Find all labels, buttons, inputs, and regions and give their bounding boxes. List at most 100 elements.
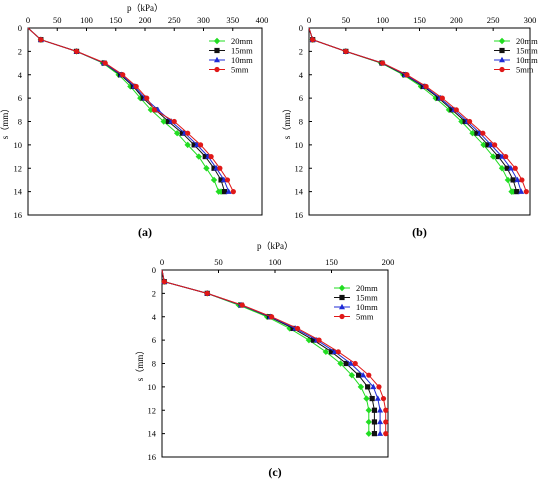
data-point-15mm-c [328, 349, 335, 355]
legend-label-10mm-c: 10mm [356, 302, 378, 312]
data-point-5mm-c [269, 314, 275, 320]
data-point-15mm-c [371, 419, 378, 425]
data-point-15mm-b [449, 107, 455, 113]
data-point-20mm-a [160, 118, 167, 125]
data-point-5mm-c [335, 349, 341, 355]
data-point-5mm-b [523, 189, 529, 195]
data-point-5mm-a [185, 130, 191, 136]
legend-marker-5mm-c [339, 313, 345, 320]
data-point-20mm-c [337, 360, 344, 367]
x-tick-label-a: 250 [168, 15, 181, 25]
data-point-20mm-a [195, 153, 203, 160]
data-point-15mm-b [474, 130, 480, 136]
series-20mm-a [27, 27, 225, 195]
series-line-15mm-b [308, 27, 518, 192]
series-line-15mm-a [27, 27, 226, 192]
data-point-10mm-b [518, 188, 525, 194]
data-point-10mm-b [514, 176, 521, 183]
data-point-5mm-a [230, 189, 236, 195]
y-tick-label-c: 2 [152, 288, 156, 298]
data-point-5mm-a [73, 48, 80, 54]
data-point-20mm-a [173, 129, 181, 137]
x-tick-label-a: 200 [139, 15, 152, 25]
data-point-5mm-a [102, 60, 108, 66]
x-axis-title-a: p（kPa） [127, 3, 163, 13]
series-5mm-a [27, 27, 236, 195]
y-tick-label-a: 14 [14, 187, 23, 197]
series-20mm-b [308, 27, 517, 195]
data-point-5mm-b [519, 177, 525, 183]
data-point-5mm-c [380, 395, 387, 402]
data-point-20mm-c [365, 430, 372, 437]
y-tick-label-a: 16 [14, 210, 23, 220]
series-line-20mm-a [27, 27, 221, 193]
x-tick-label-c: 150 [325, 257, 338, 267]
data-point-15mm-c [369, 395, 375, 402]
legend-marker-5mm-b [499, 66, 505, 73]
data-point-20mm-b [509, 188, 517, 195]
series-line-10mm-a [27, 27, 230, 192]
data-point-15mm-a [218, 177, 224, 183]
y-tick-label-b: 4 [299, 70, 304, 80]
y-tick-label-a: 4 [18, 70, 23, 80]
data-point-15mm-c [356, 372, 362, 378]
y-tick-label-b: 6 [299, 93, 303, 103]
data-point-20mm-b [480, 141, 487, 149]
data-point-15mm-b [495, 153, 501, 160]
data-point-5mm-c [161, 279, 167, 285]
data-point-5mm-c [383, 431, 389, 437]
data-point-20mm-b [498, 165, 506, 172]
y-tick-label-b: 10 [295, 140, 304, 150]
data-point-5mm-c [383, 407, 389, 413]
y-tick-label-b: 12 [295, 163, 304, 173]
series-10mm-a [27, 27, 232, 194]
data-point-10mm-c [377, 430, 384, 436]
legend-marker-20mm-c [338, 284, 346, 292]
legend-marker-15mm-a [214, 47, 220, 54]
data-point-5mm-b [480, 130, 486, 136]
data-point-5mm-a [133, 83, 139, 90]
data-point-5mm-b [492, 142, 498, 148]
series-15mm-a [27, 27, 228, 195]
data-point-5mm-b [512, 165, 518, 171]
data-point-20mm-a [210, 176, 218, 184]
x-tick-label-c: 0 [160, 257, 164, 267]
data-point-5mm-b [380, 60, 386, 66]
data-point-10mm-c [360, 371, 367, 378]
data-point-5mm-c [239, 302, 245, 308]
legend-label-15mm-a: 15mm [231, 46, 253, 56]
data-point-15mm-c [365, 384, 371, 390]
y-tick-label-b: 14 [295, 187, 304, 197]
data-point-15mm-b [510, 177, 516, 183]
data-point-15mm-c [371, 407, 378, 413]
series-line-5mm-a [27, 27, 234, 192]
data-point-5mm-a [120, 72, 126, 78]
data-point-15mm-b [485, 142, 491, 148]
data-point-5mm-a [38, 37, 44, 43]
y-tick-label-c: 6 [152, 335, 156, 345]
y-tick-label-a: 0 [18, 23, 22, 33]
data-point-5mm-b [423, 83, 429, 90]
data-point-10mm-c [374, 395, 381, 401]
y-tick-label-a: 8 [18, 117, 22, 127]
legend-label-5mm-b: 5mm [516, 65, 534, 75]
data-point-5mm-c [376, 384, 382, 390]
data-point-5mm-b [453, 107, 459, 113]
legend-label-15mm-b: 15mm [516, 46, 538, 56]
data-point-20mm-c [363, 395, 370, 402]
data-point-5mm-a [197, 142, 204, 148]
series-10mm-b [308, 27, 525, 194]
x-tick-label-a: 300 [197, 15, 210, 25]
x-tick-label-b: 200 [450, 15, 463, 25]
series-line-10mm-b [308, 27, 522, 192]
x-tick-label-c: 100 [269, 257, 282, 267]
data-point-15mm-a [221, 189, 228, 195]
y-tick-label-b: 16 [295, 210, 304, 220]
data-point-15mm-a [179, 130, 186, 136]
y-tick-label-c: 14 [148, 429, 157, 439]
y-tick-label-b: 2 [299, 46, 303, 56]
data-point-5mm-b [439, 95, 445, 101]
legend-marker-5mm-a [214, 66, 220, 73]
series-15mm-b [308, 27, 520, 195]
